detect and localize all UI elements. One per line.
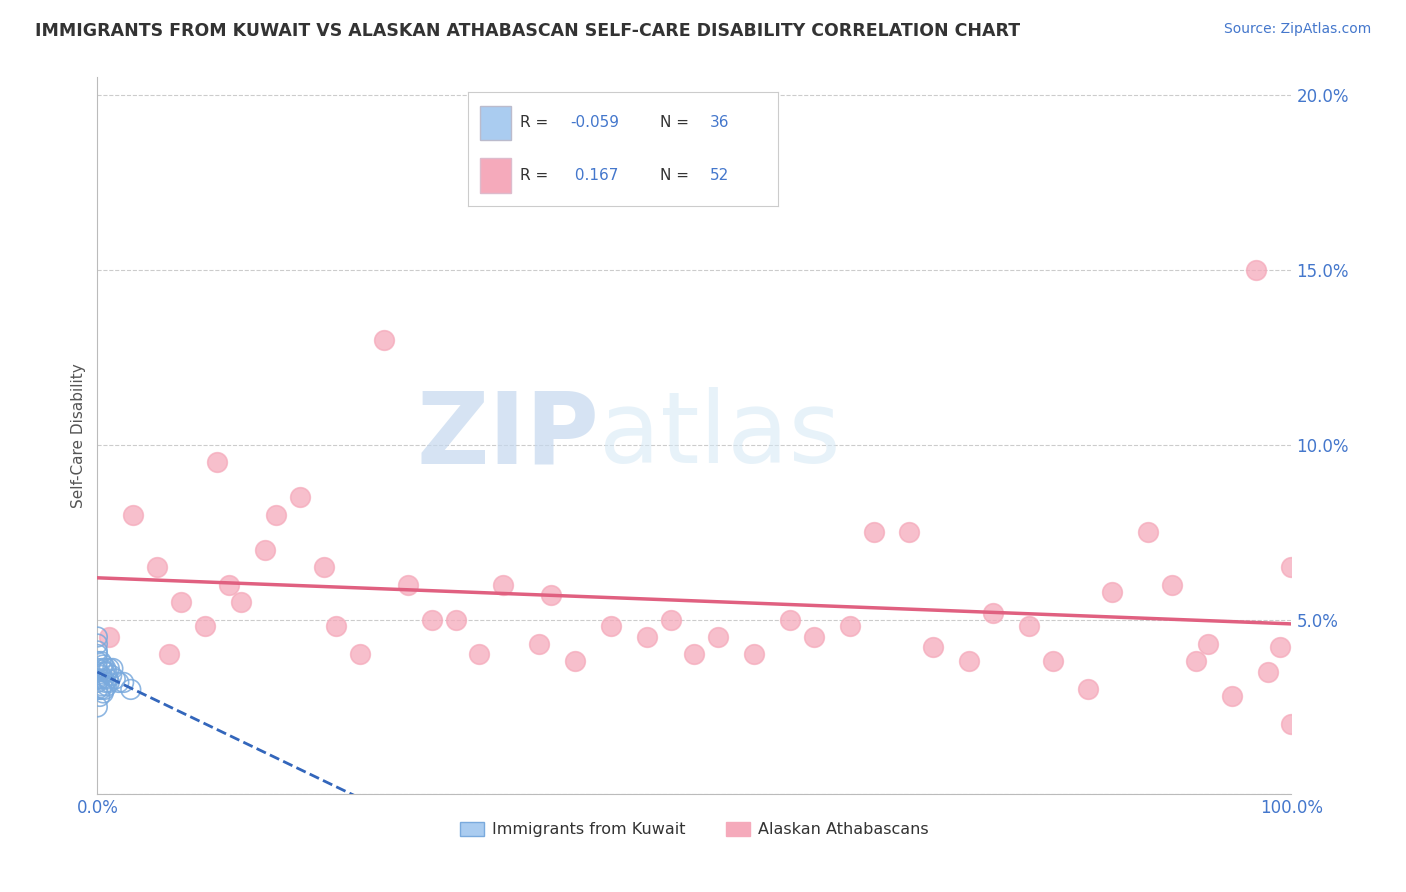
Point <box>108 675 131 690</box>
Point <box>838 619 860 633</box>
Point <box>146 560 169 574</box>
Point <box>98 675 121 690</box>
Point <box>527 637 550 651</box>
Point <box>922 640 945 655</box>
Point <box>659 613 682 627</box>
Point <box>89 672 111 686</box>
Point <box>396 577 419 591</box>
Text: ZIP: ZIP <box>416 387 599 484</box>
Point <box>98 630 121 644</box>
Y-axis label: Self-Care Disability: Self-Care Disability <box>72 364 86 508</box>
Point <box>86 661 108 675</box>
Point <box>707 630 730 644</box>
Point <box>86 637 108 651</box>
Point <box>266 508 288 522</box>
Point <box>86 700 108 714</box>
Point <box>468 648 491 662</box>
Point <box>1244 262 1267 277</box>
Point <box>205 455 228 469</box>
Point <box>1137 524 1160 539</box>
Point <box>86 682 108 697</box>
Point <box>492 577 515 591</box>
Legend: Immigrants from Kuwait, Alaskan Athabascans: Immigrants from Kuwait, Alaskan Athabasc… <box>454 815 935 844</box>
Point <box>90 655 112 669</box>
Point <box>373 333 395 347</box>
Point <box>349 648 371 662</box>
Point <box>898 524 921 539</box>
Text: atlas: atlas <box>599 387 841 484</box>
Point <box>90 682 112 697</box>
Point <box>96 679 118 693</box>
Point <box>94 661 117 675</box>
Point <box>157 648 180 662</box>
Point <box>194 619 217 633</box>
Point <box>91 657 114 672</box>
Point <box>1220 690 1243 704</box>
Point <box>93 665 115 679</box>
Point <box>1197 637 1219 651</box>
Point <box>98 661 121 675</box>
Text: Source: ZipAtlas.com: Source: ZipAtlas.com <box>1223 22 1371 37</box>
Point <box>91 679 114 693</box>
Point <box>86 665 108 679</box>
Point <box>86 644 108 658</box>
Point <box>1018 619 1040 633</box>
Point <box>97 672 120 686</box>
Point <box>1268 640 1291 655</box>
Point <box>325 619 347 633</box>
Point <box>290 490 312 504</box>
Point <box>218 577 240 591</box>
Point <box>1185 655 1208 669</box>
Point <box>96 665 118 679</box>
Point <box>779 613 801 627</box>
Point <box>122 508 145 522</box>
Point <box>91 672 114 686</box>
Point <box>120 682 142 697</box>
Point <box>229 595 252 609</box>
Point <box>104 672 127 686</box>
Point <box>1042 655 1064 669</box>
Point <box>94 675 117 690</box>
Point <box>1101 584 1123 599</box>
Point <box>86 672 108 686</box>
Point <box>1257 665 1279 679</box>
Point <box>957 655 980 669</box>
Point <box>100 668 122 682</box>
Point <box>112 675 135 690</box>
Point <box>314 560 336 574</box>
Point <box>86 630 108 644</box>
Point <box>91 686 114 700</box>
Point <box>1281 560 1303 574</box>
Point <box>1077 682 1099 697</box>
Point <box>1161 577 1184 591</box>
Point <box>90 668 112 682</box>
Point <box>599 619 621 633</box>
Point <box>540 588 562 602</box>
Point <box>420 613 443 627</box>
Point <box>742 648 765 662</box>
Point <box>93 682 115 697</box>
Point <box>1281 717 1303 731</box>
Point <box>86 648 108 662</box>
Point <box>86 675 108 690</box>
Point <box>862 524 884 539</box>
Point <box>170 595 193 609</box>
Point <box>981 606 1004 620</box>
Point <box>86 655 108 669</box>
Point <box>444 613 467 627</box>
Point <box>101 661 124 675</box>
Point <box>253 542 276 557</box>
Point <box>89 690 111 704</box>
Point <box>683 648 706 662</box>
Point <box>91 661 114 675</box>
Point <box>636 630 658 644</box>
Point <box>803 630 825 644</box>
Point <box>564 655 586 669</box>
Text: IMMIGRANTS FROM KUWAIT VS ALASKAN ATHABASCAN SELF-CARE DISABILITY CORRELATION CH: IMMIGRANTS FROM KUWAIT VS ALASKAN ATHABA… <box>35 22 1021 40</box>
